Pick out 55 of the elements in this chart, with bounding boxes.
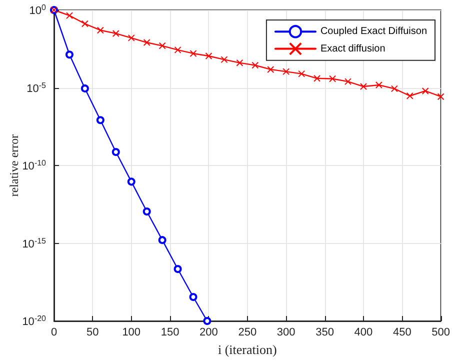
point (96, 116, 104, 124)
point (143, 39, 150, 46)
x-tick-label: 250 (238, 326, 257, 338)
point (344, 78, 352, 86)
point (112, 148, 120, 156)
x-tick-label: 500 (432, 326, 450, 338)
point (142, 208, 151, 216)
y-tick-label: 10$^{-5}$ (26, 80, 47, 95)
x-tick-label: 150 (160, 326, 180, 338)
y-tick-label: 10$^{0}$ (29, 2, 47, 17)
point (314, 74, 321, 82)
point (205, 52, 212, 60)
point (66, 12, 73, 20)
point (390, 85, 398, 92)
point (174, 46, 182, 54)
y-tick-label: 10$^{-20}$ (22, 314, 47, 328)
point (437, 93, 444, 100)
point (127, 178, 136, 186)
point (158, 42, 166, 50)
x-tick-label: 200 (200, 326, 218, 338)
point (65, 50, 74, 59)
point (252, 62, 259, 69)
point (267, 66, 274, 73)
point (375, 82, 382, 89)
point (406, 92, 414, 100)
point (236, 59, 244, 66)
point (81, 20, 88, 28)
x-axis-title: i (iteration) (218, 342, 277, 357)
point (298, 70, 306, 78)
point (112, 30, 120, 37)
x-tick-label: 300 (276, 326, 296, 338)
point (203, 317, 212, 325)
point (190, 50, 197, 57)
x-tick-label: 350 (316, 326, 334, 338)
point (80, 84, 89, 92)
point (96, 26, 104, 34)
x-tick-label: 50 (86, 326, 99, 338)
point (220, 56, 228, 64)
point (282, 68, 290, 76)
legend-label: Exact diffusion (320, 43, 386, 54)
point (360, 83, 367, 90)
point (422, 87, 429, 94)
x-tick-label: 400 (354, 326, 373, 338)
x-tick-label: 0 (50, 326, 58, 338)
point (189, 292, 198, 301)
y-tick-label: 10$^{-15}$ (22, 236, 47, 250)
y-axis-title: relative error (7, 134, 21, 197)
point (174, 265, 182, 274)
point (158, 236, 166, 244)
legend-label: Coupled Exact Diffuison (320, 26, 428, 38)
x-tick-label: 100 (122, 326, 141, 338)
y-tick-label: 10$^{-10}$ (22, 158, 47, 172)
x-tick-label: 450 (392, 326, 412, 338)
point (128, 34, 135, 42)
point (329, 75, 336, 82)
